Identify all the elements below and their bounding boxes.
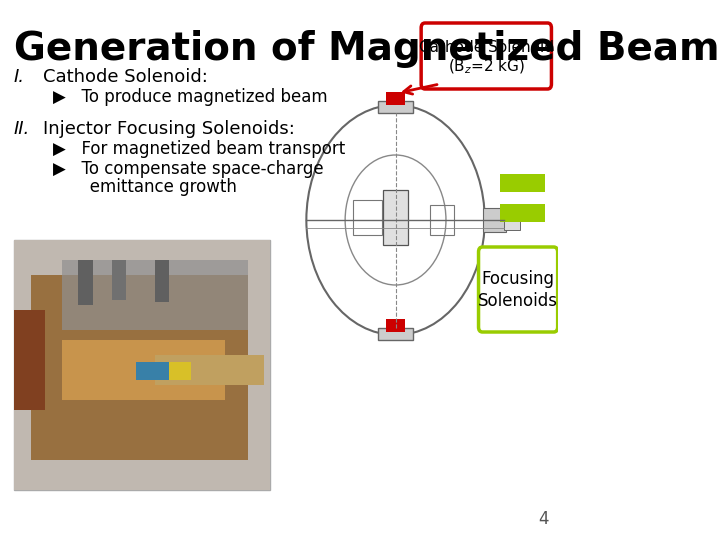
Text: emittance growth: emittance growth bbox=[53, 178, 237, 196]
Bar bbox=[155, 260, 169, 302]
Text: Focusing: Focusing bbox=[482, 271, 554, 288]
Bar bbox=[500, 204, 545, 222]
Bar bbox=[169, 362, 191, 380]
Bar bbox=[353, 200, 382, 235]
Bar bbox=[504, 210, 520, 230]
Text: ▶   To compensate space-charge: ▶ To compensate space-charge bbox=[53, 160, 323, 178]
Bar bbox=[483, 208, 506, 232]
Bar bbox=[383, 190, 408, 245]
Bar bbox=[14, 240, 270, 490]
Bar bbox=[62, 260, 248, 330]
Bar bbox=[112, 260, 127, 300]
Text: Solenoids: Solenoids bbox=[478, 292, 558, 309]
FancyBboxPatch shape bbox=[479, 247, 558, 332]
Bar bbox=[386, 92, 405, 105]
Text: I.: I. bbox=[14, 68, 25, 86]
Bar bbox=[62, 340, 225, 400]
Bar bbox=[31, 275, 248, 460]
Text: 4: 4 bbox=[539, 510, 549, 528]
Bar bbox=[136, 362, 171, 380]
Text: (B$_z$=2 kG): (B$_z$=2 kG) bbox=[448, 58, 525, 76]
Bar bbox=[14, 310, 45, 410]
Text: Cathode Solenoid:: Cathode Solenoid: bbox=[42, 68, 207, 86]
Bar bbox=[431, 205, 454, 235]
Text: II.: II. bbox=[14, 120, 30, 138]
Text: ▶   To produce magnetized beam: ▶ To produce magnetized beam bbox=[53, 88, 328, 106]
FancyBboxPatch shape bbox=[421, 23, 552, 89]
Bar bbox=[500, 174, 545, 192]
Bar bbox=[379, 328, 413, 340]
Text: Cathode Solenoid: Cathode Solenoid bbox=[419, 39, 554, 55]
Bar bbox=[379, 101, 413, 113]
Bar bbox=[14, 240, 270, 490]
Text: Injector Focusing Solenoids:: Injector Focusing Solenoids: bbox=[42, 120, 294, 138]
Text: ▶   For magnetized beam transport: ▶ For magnetized beam transport bbox=[53, 140, 345, 158]
Bar bbox=[78, 260, 93, 305]
Bar bbox=[386, 319, 405, 332]
Bar bbox=[155, 355, 264, 385]
Text: Generation of Magnetized Beam: Generation of Magnetized Beam bbox=[14, 30, 719, 68]
